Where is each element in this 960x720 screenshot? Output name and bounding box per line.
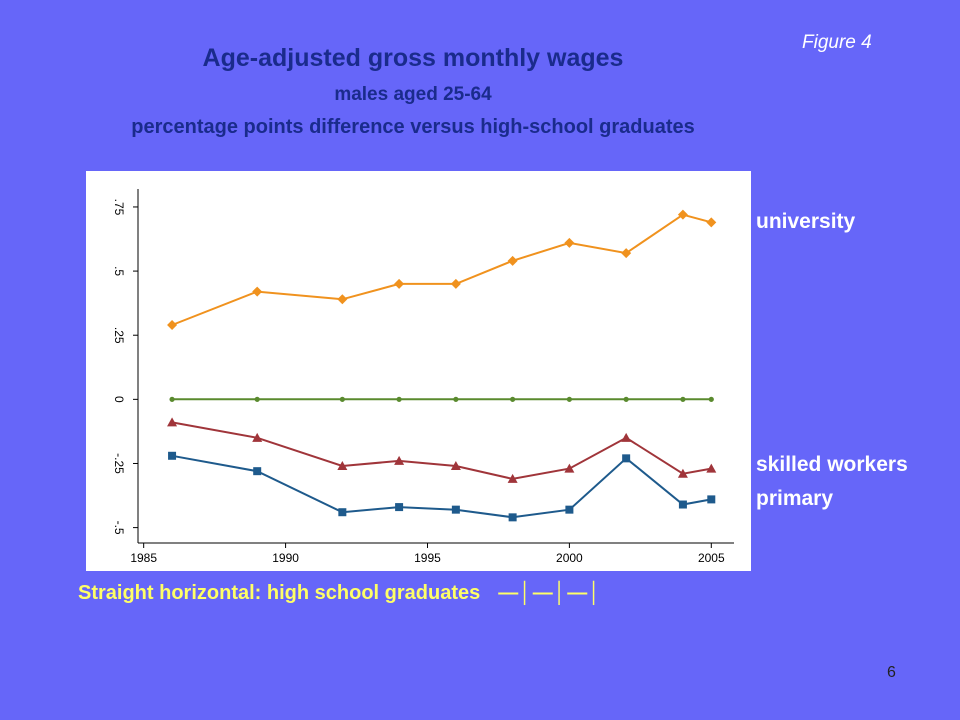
- x-tick-label: 2000: [556, 551, 583, 565]
- data-point-skilled: [167, 417, 178, 427]
- series-high_school: [169, 396, 714, 402]
- line-chart: -.5 -.25 0 .25 .5 .75 1985 1990 1995 2000 2005: [86, 171, 751, 571]
- figure-label: Figure 4: [802, 32, 872, 53]
- data-point-skilled: [564, 463, 575, 473]
- data-point-high_school: [566, 396, 572, 402]
- series-line-skilled: [171, 421, 712, 480]
- data-point-university: [450, 278, 461, 289]
- data-point-primary: [168, 451, 177, 460]
- chart-title: Age-adjusted gross monthly wages: [202, 44, 624, 72]
- chart-subtitle: males aged 25-64: [334, 84, 492, 105]
- y-tick-label: .5: [112, 266, 126, 276]
- x-tick-label: 1990: [272, 551, 299, 565]
- chart-background: [86, 171, 751, 571]
- data-point-high_school: [680, 396, 686, 402]
- data-point-skilled: [252, 432, 263, 442]
- y-tick-label: .75: [112, 199, 126, 216]
- data-point-high_school: [396, 396, 402, 402]
- data-point-high_school: [708, 396, 714, 402]
- data-point-skilled: [394, 455, 405, 465]
- x-tick-label: 1995: [414, 551, 441, 565]
- data-point-high_school: [254, 396, 260, 402]
- series-line-primary: [171, 454, 712, 519]
- data-point-university: [564, 237, 575, 248]
- data-point-high_school: [453, 396, 459, 402]
- series-skilled: [167, 417, 717, 483]
- high-school-line-marker: —│—│—│: [498, 582, 602, 604]
- legend-skilled-workers: skilled workers: [756, 453, 908, 476]
- data-point-skilled: [677, 468, 688, 478]
- series-primary: [168, 451, 716, 522]
- data-point-university: [337, 294, 348, 305]
- legend-university: university: [756, 210, 856, 233]
- data-point-primary: [508, 513, 517, 522]
- y-tick-label: 0: [112, 396, 126, 403]
- data-point-university: [167, 319, 178, 330]
- data-point-skilled: [337, 461, 348, 471]
- series-line-university: [171, 213, 712, 326]
- data-point-university: [507, 255, 518, 266]
- series-university: [167, 209, 717, 330]
- data-point-university: [621, 248, 632, 259]
- data-point-primary: [338, 508, 347, 517]
- chart-axes: -.5 -.25 0 .25 .5 .75 1985 1990 1995 2000 2005: [112, 189, 734, 565]
- data-point-high_school: [510, 396, 516, 402]
- data-point-skilled: [507, 473, 518, 483]
- bottom-note: Straight horizontal: high school graduat…: [78, 582, 602, 605]
- legend-primary: primary: [756, 487, 834, 510]
- y-tick-label: -.5: [112, 521, 126, 535]
- data-point-skilled: [450, 461, 461, 471]
- y-tick-label: .25: [112, 327, 126, 344]
- x-tick-label: 2005: [698, 551, 725, 565]
- data-point-primary: [622, 454, 631, 463]
- data-point-primary: [678, 500, 687, 509]
- data-point-university: [394, 278, 405, 289]
- data-point-primary: [253, 467, 262, 476]
- data-point-university: [677, 209, 688, 220]
- data-point-skilled: [706, 463, 717, 473]
- data-point-primary: [565, 505, 574, 514]
- data-point-high_school: [169, 396, 175, 402]
- data-point-university: [706, 217, 717, 228]
- data-point-primary: [451, 505, 460, 514]
- data-point-primary: [395, 503, 404, 512]
- page-number: 6: [887, 664, 896, 681]
- chart-subtitle-units: percentage points difference versus high…: [131, 116, 695, 138]
- bottom-note-text: Straight horizontal: high school graduat…: [78, 582, 481, 604]
- data-point-high_school: [339, 396, 345, 402]
- data-point-primary: [707, 495, 716, 504]
- data-point-high_school: [623, 396, 629, 402]
- y-tick-label: -.25: [112, 453, 126, 474]
- chart-series: [167, 209, 717, 522]
- data-point-skilled: [621, 432, 632, 442]
- x-tick-label: 1985: [130, 551, 157, 565]
- data-point-university: [252, 286, 263, 297]
